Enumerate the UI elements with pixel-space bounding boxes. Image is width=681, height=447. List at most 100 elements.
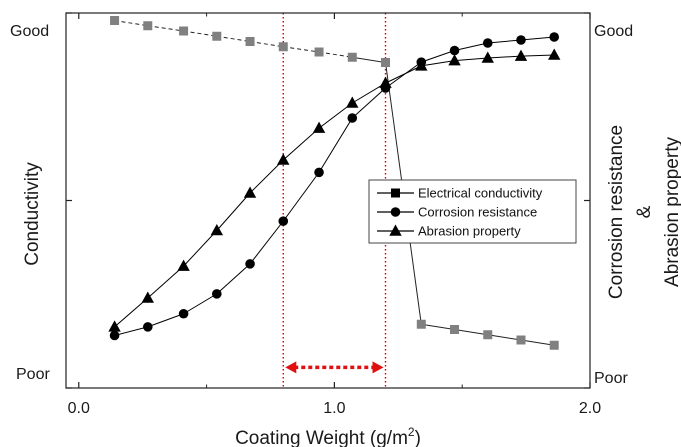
electrical-conductivity-segment-0 [114, 20, 148, 27]
electrical-conductivity-segment-11 [487, 334, 522, 341]
abrasion-property-segment-0 [114, 297, 149, 328]
electrical-conductivity-point-7 [347, 52, 357, 62]
corrosion-resistance-segment-4 [249, 220, 284, 265]
x-axis-title: Coating Weight (g/m2) [235, 425, 421, 447]
abrasion-property-point-10 [448, 54, 461, 66]
x-axis-title-superscript: 2 [408, 425, 415, 439]
abrasion-property-point-9 [415, 59, 428, 71]
abrasion-property-point-12 [514, 49, 528, 61]
right-axis-bottom-label: Poor [594, 370, 628, 387]
corrosion-resistance-point-2 [178, 308, 189, 319]
corrosion-resistance-segment-11 [487, 39, 522, 44]
x-tick-label-0: 0.0 [68, 400, 90, 417]
corrosion-resistance-point-4 [245, 259, 255, 269]
abrasion-property-point-6 [312, 121, 326, 133]
legend-marker-corrosion-resistance [390, 207, 401, 217]
electrical-conductivity-segment-7 [352, 56, 386, 63]
corrosion-resistance-point-0 [109, 330, 120, 341]
electrical-conductivity-point-4 [245, 37, 255, 46]
abrasion-property-point-0 [108, 320, 121, 332]
right-axis-top-label: Good [594, 23, 633, 40]
corrosion-resistance-point-10 [449, 45, 460, 56]
electrical-conductivity-point-9 [416, 319, 426, 329]
abrasion-property-segment-12 [520, 54, 555, 57]
abrasion-property-segment-1 [147, 265, 184, 299]
corrosion-resistance-segment-6 [318, 117, 353, 173]
electrical-conductivity-point-13 [549, 340, 559, 350]
corrosion-resistance-segment-1 [147, 313, 184, 328]
corrosion-resistance-point-3 [212, 289, 222, 299]
corrosion-resistance-point-12 [516, 35, 526, 45]
electrical-conductivity-segment-6 [318, 51, 353, 58]
legend-label-electrical-conductivity: Electrical conductivity [418, 186, 543, 201]
x-axis-title-main: Coating Weight (g/m [235, 428, 408, 447]
abrasion-property-segment-10 [454, 57, 488, 62]
electrical-conductivity-point-3 [212, 31, 222, 41]
range-arrow-right-head [372, 361, 384, 374]
abrasion-property-point-5 [277, 153, 290, 165]
electrical-conductivity-segment-3 [216, 35, 251, 42]
corrosion-resistance-point-1 [142, 322, 153, 332]
abrasion-property-point-7 [346, 96, 359, 108]
electrical-conductivity-point-6 [314, 47, 324, 57]
corrosion-resistance-point-13 [549, 32, 560, 42]
electrical-conductivity-segment-9 [421, 323, 455, 330]
plot-area [108, 13, 561, 388]
abrasion-property-segment-3 [216, 192, 251, 231]
electrical-conductivity-segment-4 [249, 41, 284, 48]
corrosion-resistance-point-6 [314, 167, 324, 178]
abrasion-property-segment-2 [183, 230, 218, 267]
abrasion-property-segment-9 [421, 60, 455, 67]
axes: Good Poor Conductivity Good Poor Corrosi… [10, 12, 681, 447]
abrasion-property-segment-7 [352, 82, 386, 104]
range-arrow-left-head [285, 361, 297, 374]
corrosion-resistance-segment-9 [421, 50, 455, 63]
abrasion-property-point-4 [243, 186, 257, 198]
electrical-conductivity-segment-12 [520, 339, 555, 346]
abrasion-property-point-13 [548, 48, 561, 60]
electrical-conductivity-segment-5 [283, 46, 320, 53]
corrosion-resistance-segment-8 [385, 61, 422, 89]
x-axis-title-close: ) [415, 428, 421, 447]
x-tick-label-1: 1.0 [323, 400, 345, 417]
abrasion-property-segment-4 [249, 159, 284, 194]
left-axis-bottom-label: Poor [16, 366, 50, 383]
abrasion-property-segment-11 [487, 55, 522, 59]
corrosion-resistance-segment-3 [216, 263, 251, 295]
electrical-conductivity-point-5 [278, 42, 288, 52]
electrical-conductivity-point-10 [450, 325, 460, 334]
corrosion-resistance-point-5 [278, 216, 289, 226]
electrical-conductivity-segment-1 [147, 25, 184, 32]
corrosion-resistance-point-7 [347, 113, 358, 123]
legend: Electrical conductivity Corrosion resista… [368, 179, 577, 244]
abrasion-property-segment-8 [385, 65, 422, 84]
left-axis-top-label: Good [10, 23, 49, 40]
right-axis-title-line1: Corrosion resistance [606, 125, 627, 299]
corrosion-resistance-segment-7 [351, 87, 386, 119]
corrosion-resistance-segment-10 [454, 42, 488, 51]
electrical-conductivity-point-0 [110, 16, 120, 25]
legend-label-abrasion-property: Abrasion property [418, 224, 521, 239]
corrosion-resistance-segment-5 [282, 172, 320, 222]
electrical-conductivity-point-8 [381, 58, 391, 67]
electrical-conductivity-segment-2 [183, 30, 217, 37]
abrasion-property-point-3 [210, 224, 224, 236]
abrasion-property-point-1 [141, 291, 154, 303]
corrosion-resistance-segment-0 [114, 326, 148, 336]
corrosion-resistance-segment-2 [183, 293, 218, 315]
x-tick-label-2: 2.0 [579, 400, 601, 417]
electrical-conductivity-point-2 [179, 26, 189, 36]
abrasion-property-segment-5 [282, 127, 320, 161]
legend-marker-abrasion-property [389, 224, 402, 236]
electrical-conductivity-point-1 [143, 21, 153, 31]
left-axis-title: Conductivity [22, 162, 43, 266]
corrosion-resistance-segment-12 [520, 36, 555, 41]
right-axis-title-line2: & [634, 205, 655, 218]
right-axis-title-line3: Abrasion property [662, 137, 681, 287]
abrasion-property-point-8 [379, 76, 392, 88]
electrical-conductivity-segment-10 [454, 329, 488, 336]
abrasion-property-point-11 [481, 51, 494, 63]
electrical-conductivity-point-12 [516, 335, 526, 345]
legend-label-corrosion-resistance: Corrosion resistance [418, 205, 537, 220]
